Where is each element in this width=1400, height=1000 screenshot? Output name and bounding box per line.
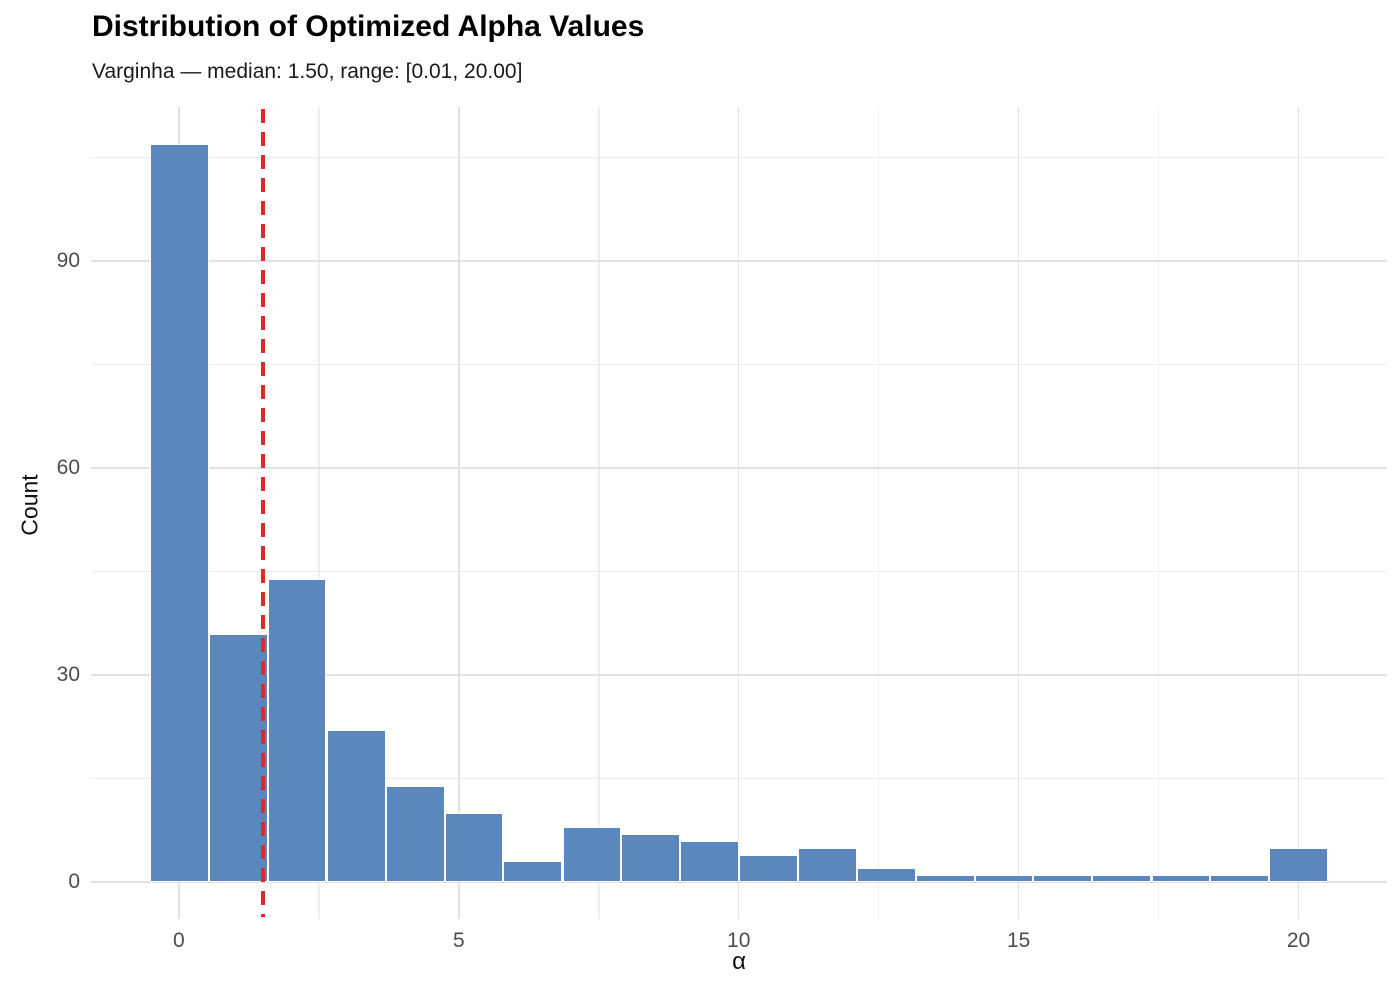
gridline-x-minor — [318, 107, 320, 919]
histogram-bar — [1151, 875, 1211, 883]
gridline-x-major — [1297, 107, 1300, 919]
gridline-x-major — [458, 107, 460, 919]
gridline-x-major — [737, 107, 740, 919]
histogram-bar — [326, 730, 386, 883]
x-tick-label: 15 — [1006, 929, 1031, 952]
x-tick-label: 10 — [727, 929, 751, 952]
x-tick-label: 0 — [173, 929, 185, 952]
histogram-bar — [503, 861, 563, 883]
chart-subtitle: Varginha — median: 1.50, range: [0.01, 2… — [92, 60, 523, 83]
x-tick-label: 20 — [1286, 929, 1311, 952]
y-tick-label: 0 — [68, 870, 80, 894]
gridline-x-minor — [1157, 107, 1160, 919]
histogram-bar — [797, 847, 857, 883]
median-line — [260, 109, 265, 917]
chart-title: Distribution of Optimized Alpha Values — [92, 10, 645, 43]
gridline-x-minor — [877, 107, 880, 919]
y-axis-title: Count — [16, 474, 43, 536]
histogram-bar — [444, 813, 504, 883]
histogram-bar — [621, 833, 681, 883]
plot-panel — [91, 107, 1387, 919]
histogram-bar — [915, 875, 975, 883]
histogram-bar — [680, 840, 740, 883]
histogram-bar — [1092, 875, 1152, 883]
y-tick-label: 60 — [56, 456, 80, 480]
y-tick-label: 90 — [56, 249, 80, 273]
x-tick-label: 5 — [452, 929, 465, 952]
histogram-bar — [208, 633, 268, 883]
histogram-bar — [738, 854, 798, 883]
x-axis-title: α — [732, 948, 746, 975]
histogram-bar — [857, 868, 916, 883]
histogram-bar — [150, 143, 209, 883]
y-tick-label: 30 — [56, 663, 80, 687]
histogram-bar — [385, 785, 445, 883]
gridline-x-major — [1017, 107, 1020, 919]
histogram-bar — [1210, 875, 1270, 883]
histogram-bar — [562, 826, 622, 883]
histogram-bar — [267, 578, 327, 883]
histogram-bar — [1269, 847, 1328, 883]
histogram-bar — [974, 875, 1034, 883]
histogram-bar — [1033, 875, 1093, 883]
gridline-x-minor — [598, 107, 600, 919]
